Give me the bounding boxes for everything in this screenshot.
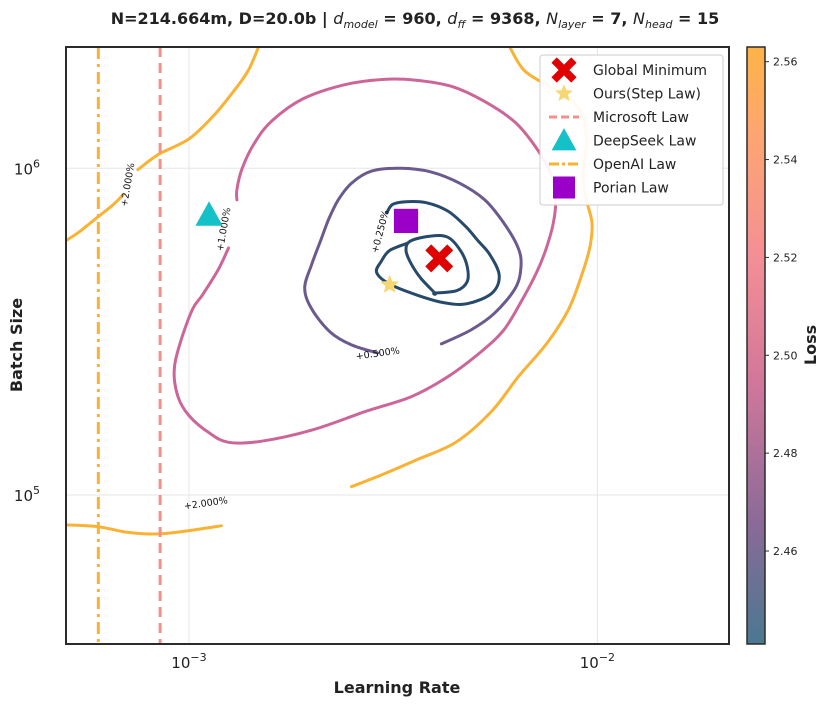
legend-box: [539, 54, 724, 206]
y-axis-label: Batch Size: [7, 298, 26, 392]
contour-line-2: [303, 166, 523, 355]
legend-label-5: Porian Law: [593, 181, 669, 197]
marker-deepseek-law: [195, 201, 223, 226]
colorbar-label: Loss: [801, 325, 820, 365]
plot-frame: [65, 46, 730, 645]
legend-marker-0: [551, 57, 577, 83]
legend-marker-5-shape: [553, 176, 575, 199]
marker-porian-law-shape: [393, 208, 419, 234]
colorbar-tick-label-4: 2.54: [773, 154, 798, 167]
x-tick-label-0: 10−3: [171, 651, 206, 672]
contour-line-4: [66, 193, 125, 243]
legend-label-0: Global Minimum: [593, 63, 707, 79]
legend-label-2: Microsoft Law: [593, 110, 689, 126]
marker-deepseek-law-shape: [195, 201, 223, 226]
y-tick-label-0: 105: [14, 484, 40, 505]
y-tick-label-1: 106: [14, 157, 40, 178]
colorbar-tick-label-3: 2.52: [773, 251, 798, 264]
axis-ticks: 10−3 10−2 105 106: [14, 157, 615, 672]
colorbar: Loss 2.46 2.48 2.50 2.52 2.54 2.56: [746, 46, 820, 645]
colorbar-tick-label-5: 2.56: [773, 56, 798, 69]
marker-ours-step-law: [380, 274, 400, 293]
colorbar-tick-label-0: 2.46: [773, 545, 798, 558]
legend: Global Minimum Ours(Step Law) Microsoft La…: [539, 54, 724, 206]
contour-line-3: [172, 77, 558, 445]
chart-title: N=214.664m, D=20.0b | dmodel = 960, dff …: [111, 9, 720, 31]
legend-label-4: OpenAI Law: [593, 157, 676, 173]
colorbar-tick-label-2: 2.50: [773, 349, 798, 362]
reference-lines: [96, 47, 162, 644]
marker-global-minimum-shape: [425, 244, 454, 273]
marker-porian-law: [393, 208, 419, 234]
legend-marker-1: [555, 84, 573, 101]
legend-marker-1-shape: [555, 84, 573, 101]
legend-marker-3: [551, 128, 577, 151]
marker-ours-step-law-shape: [380, 274, 400, 293]
colorbar-gradient: [746, 46, 766, 645]
contour-line-0: [404, 233, 470, 296]
legend-marker-5: [553, 176, 575, 199]
contour-line-4-b: [136, 47, 260, 172]
x-axis-label: Learning Rate: [334, 678, 461, 697]
colorbar-tick-label-1: 2.48: [773, 447, 798, 460]
legend-label-3: DeepSeek Law: [593, 134, 696, 150]
contour-line-1: [374, 199, 501, 306]
legend-marker-3-shape: [551, 128, 577, 151]
legend-label-1: Ours(Step Law): [593, 87, 701, 103]
legend-marker-0-shape: [551, 57, 577, 83]
marker-global-minimum: [425, 244, 454, 273]
markers: [195, 201, 454, 293]
x-tick-label-1: 10−2: [580, 651, 615, 672]
